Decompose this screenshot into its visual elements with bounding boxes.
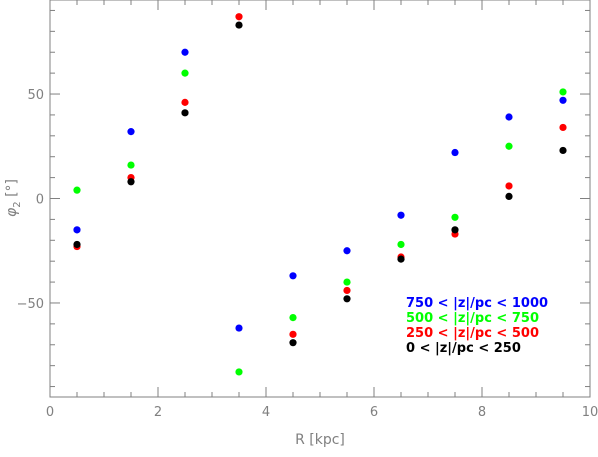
x-tick-label: 4 <box>262 405 270 420</box>
data-point-series-0 <box>127 128 135 136</box>
data-point-series-0 <box>181 48 189 56</box>
legend: 750 < |z|/pc < 1000 500 < |z|/pc < 750 2… <box>406 296 548 356</box>
data-point-series-1 <box>559 88 567 96</box>
y-tick-label: 50 <box>27 88 44 103</box>
data-point-series-1 <box>505 142 513 150</box>
data-point-series-1 <box>127 161 135 169</box>
y-axis-unit: [°] <box>4 179 20 201</box>
data-point-series-2 <box>181 98 189 106</box>
x-tick-label: 6 <box>370 405 378 420</box>
data-point-series-3 <box>343 295 351 303</box>
data-point-series-3 <box>181 109 189 117</box>
data-point-series-0 <box>289 272 297 280</box>
y-tick-label: −50 <box>17 297 44 312</box>
legend-entry-blue: 750 < |z|/pc < 1000 <box>406 296 548 311</box>
data-point-series-2 <box>343 286 351 295</box>
data-point-series-2 <box>235 13 243 21</box>
y-axis-symbol: φ <box>4 207 20 217</box>
data-point-series-0 <box>397 211 405 219</box>
data-point-series-0 <box>559 96 567 104</box>
data-point-series-3 <box>73 240 81 249</box>
data-point-series-3 <box>505 192 513 201</box>
legend-entry-black: 0 < |z|/pc < 250 <box>406 341 521 356</box>
data-point-series-2 <box>505 182 513 190</box>
data-point-series-1 <box>343 278 351 286</box>
data-point-series-2 <box>289 330 297 338</box>
data-point-series-0 <box>73 226 81 234</box>
data-point-series-0 <box>505 113 513 121</box>
legend-entry-green: 500 < |z|/pc < 750 <box>406 311 539 326</box>
y-axis-subscript: 2 <box>12 201 23 207</box>
data-point-series-1 <box>451 213 459 221</box>
legend-entry-red: 250 < |z|/pc < 500 <box>406 326 539 341</box>
data-point-series-1 <box>397 240 405 249</box>
data-point-series-3 <box>397 255 405 263</box>
data-point-series-1 <box>235 368 243 376</box>
data-point-series-3 <box>559 146 567 155</box>
y-axis-title-group: φ2 [°] <box>4 179 23 217</box>
y-tick-label: 0 <box>36 193 44 208</box>
data-point-series-0 <box>343 247 351 255</box>
x-axis-title: R [kpc] <box>295 432 345 448</box>
y-axis-title: φ2 [°] <box>4 179 23 217</box>
data-point-series-1 <box>181 69 189 77</box>
data-point-series-3 <box>127 178 135 186</box>
data-point-series-0 <box>235 324 243 332</box>
data-point-series-2 <box>559 123 567 132</box>
data-point-series-0 <box>451 148 459 157</box>
x-tick-label: 8 <box>478 405 486 420</box>
data-point-series-3 <box>451 226 459 234</box>
data-point-series-1 <box>73 186 81 194</box>
x-tick-label: 2 <box>154 405 162 420</box>
data-point-series-3 <box>289 339 297 347</box>
tick-labels: 0 2 4 6 8 10 −50 0 50 <box>17 88 598 420</box>
data-points <box>73 13 567 376</box>
data-point-series-1 <box>289 314 297 322</box>
axis-ticks <box>49 0 591 397</box>
data-point-series-3 <box>235 21 243 29</box>
x-tick-label: 0 <box>46 405 54 420</box>
x-tick-label: 10 <box>582 405 598 420</box>
